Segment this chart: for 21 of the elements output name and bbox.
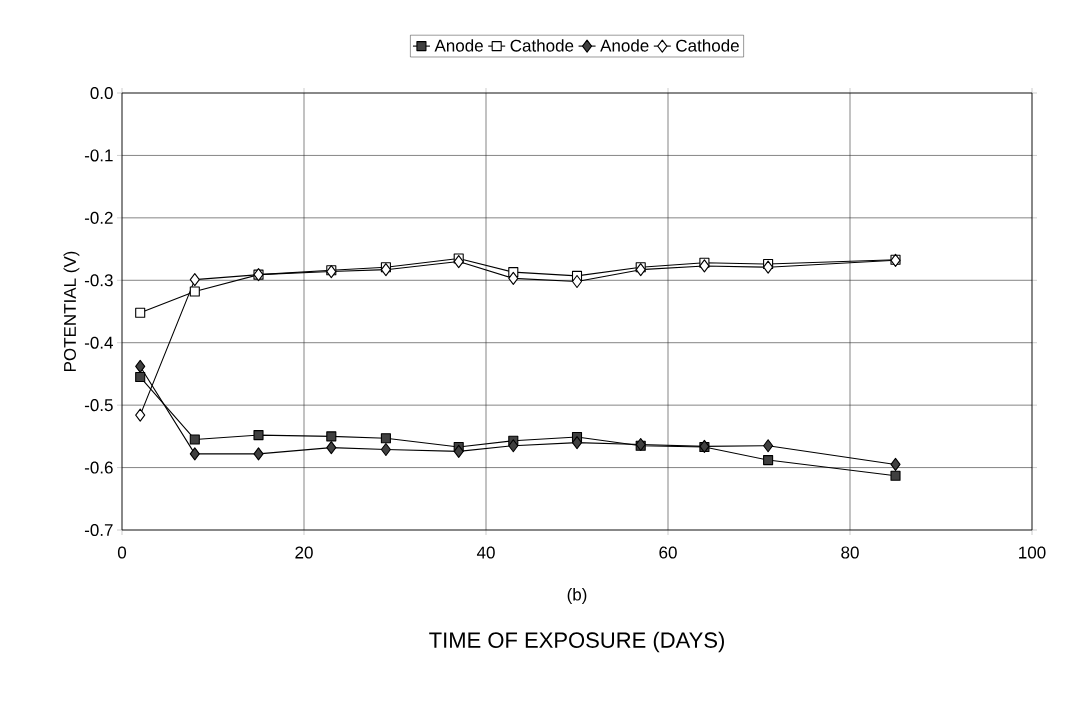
y-tick-label: -0.6 [84, 461, 113, 474]
text: (b) [567, 588, 587, 604]
legend-label: Anode [600, 39, 649, 52]
y-axis-title: POTENTIAL (V) [63, 251, 80, 372]
y-tick-label: -0.1 [84, 149, 113, 162]
legend-label: Cathode [510, 39, 574, 52]
y-tick-label: -0.7 [84, 523, 113, 537]
y-tick-label: -0.2 [84, 211, 113, 224]
legend-label: Cathode [676, 39, 739, 52]
x-tick-label: 80 [841, 546, 859, 559]
x-axis-title: TIME OF EXPOSURE (DAYS) [429, 631, 724, 653]
y-tick-label: -0.5 [84, 399, 113, 412]
x-tick-label: 40 [476, 546, 495, 559]
legend-label: Anode [434, 39, 483, 52]
x-tick-label: 20 [295, 546, 313, 559]
x-tick-label: 60 [659, 546, 677, 559]
y-tick-label: 0.0 [90, 86, 113, 100]
x-tick-label: 0 [117, 546, 127, 559]
x-tick-label: 100 [1019, 546, 1046, 559]
y-tick-label: -0.4 [84, 336, 113, 349]
y-tick-label: -0.3 [84, 274, 113, 287]
